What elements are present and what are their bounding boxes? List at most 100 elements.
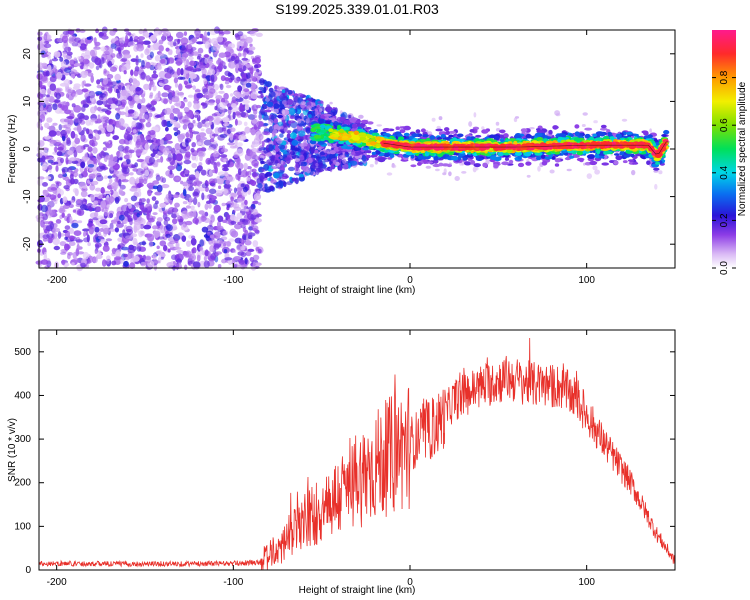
spectrogram-noise-cell <box>118 188 124 196</box>
spectrogram-noise-cell <box>210 214 215 223</box>
spectrogram-onset-cell <box>270 166 278 170</box>
spectrogram-noise-cell <box>62 196 68 204</box>
spectrogram-noise-cell <box>95 28 99 34</box>
spectrogram-carrier-cell <box>661 134 667 137</box>
spectrogram-noise-cell <box>207 115 214 122</box>
spectrogram-noise-cell <box>185 220 193 226</box>
spectrogram-noise-cell <box>244 199 248 206</box>
spectrogram-noise-cell <box>107 175 113 179</box>
spectrogram-onset-cell <box>298 173 304 178</box>
spectrogram-noise-cell <box>88 90 96 99</box>
spectrogram-carrier-cell <box>429 135 436 140</box>
spectrogram-onset-cell <box>268 162 276 166</box>
spectrogram-noise-cell <box>102 245 110 252</box>
spectrogram-noise-cell <box>99 93 106 98</box>
spectrogram-noise-cell <box>88 173 96 179</box>
spectrogram-noise-cell <box>82 127 87 132</box>
spectrogram-noise-cell <box>179 76 186 80</box>
spectrogram-haze-cell <box>554 110 560 116</box>
spectrogram-noise-cell <box>129 187 138 192</box>
spectrogram-noise-cell <box>39 212 44 216</box>
spectrogram-carrier-cell <box>641 130 649 134</box>
spectrogram-noise-cell <box>187 94 194 98</box>
spectrogram-noise-cell <box>84 167 88 174</box>
spectrogram-noise-cell <box>197 47 204 54</box>
spectrogram-haze-cell <box>294 158 301 162</box>
spectrogram-onset-cell <box>297 118 302 124</box>
spectrogram-noise-cell <box>152 85 157 92</box>
spectrogram-haze-cell <box>319 108 323 113</box>
spectrogram-haze-cell <box>307 157 313 164</box>
spectrogram-noise-cell <box>219 133 228 138</box>
spectrogram-onset-cell <box>361 155 367 162</box>
spectrogram-noise-cell <box>204 100 209 106</box>
spectrogram-noise-cell <box>152 253 157 261</box>
spectrogram-noise-cell <box>144 169 150 177</box>
spectrogram-noise-cell <box>87 72 94 77</box>
spectrogram-noise-cell <box>94 242 102 248</box>
spectrogram-noise-cell <box>151 73 159 79</box>
spectrogram-noise-cell <box>219 83 224 91</box>
spectrogram-noise-cell <box>161 177 167 184</box>
spectrogram-noise-cell <box>197 201 201 208</box>
spectrogram-noise-cell <box>233 206 242 212</box>
spectrogram-noise-cell <box>242 65 247 72</box>
spectrogram-haze-cell <box>272 108 279 114</box>
spectrogram-noise-cell <box>102 147 108 151</box>
spectrogram-noise-cell <box>114 73 121 81</box>
spectrogram-onset-cell <box>298 138 303 142</box>
spectrogram-noise-cell <box>110 66 117 72</box>
spectrogram-carrier-cell <box>482 162 488 168</box>
spectrogram-noise-cell <box>66 51 73 56</box>
spectrogram-noise-cell <box>100 46 107 52</box>
spectrogram-noise-cell <box>174 202 180 208</box>
spectrogram-noise-cell <box>148 241 154 248</box>
spectrogram-noise-cell <box>160 58 166 64</box>
spectrogram-noise-cell <box>117 237 124 242</box>
spectrogram-noise-cell <box>83 115 89 121</box>
spectrogram-onset-cell <box>256 120 264 127</box>
spectrogram-noise-cell <box>199 239 205 247</box>
spectrogram-noise-cell <box>233 154 239 159</box>
spectrogram-noise-cell <box>218 90 225 94</box>
spectrogram-noise-cell <box>210 38 218 45</box>
spectrogram-noise-cell <box>41 54 49 58</box>
spectrogram-noise-cell <box>223 65 227 70</box>
spectrogram-noise-cell <box>53 245 60 251</box>
spectrogram-noise-cell <box>250 128 256 136</box>
spectrogram-noise-cell <box>174 238 179 244</box>
spectrogram-noise-cell <box>193 103 200 110</box>
spectrogram-noise-cell <box>80 134 86 142</box>
spectrogram-onset-cell <box>263 86 267 94</box>
spectrogram-onset-cell <box>282 100 288 105</box>
spectrogram-noise-cell <box>93 46 101 50</box>
spectrogram-noise-cell <box>184 98 188 103</box>
spectrogram-noise-cell <box>203 260 210 269</box>
spectrogram-noise-cell <box>222 164 230 168</box>
spectrogram-onset-cell <box>283 181 287 188</box>
spectrogram-noise-cell <box>123 132 130 140</box>
spectrogram-noise-cell <box>41 155 46 163</box>
spectrogram-carrier-cell <box>417 162 422 166</box>
spectrogram-noise-cell <box>176 214 181 220</box>
spectrogram-noise-cell <box>174 246 182 250</box>
spectrogram-onset-cell <box>276 138 283 144</box>
spectrogram-carrier-cell <box>601 162 609 166</box>
spectrogram-noise-cell <box>191 131 200 135</box>
spectrogram-noise-cell <box>122 123 129 128</box>
spectrogram-noise-cell <box>225 179 231 185</box>
spectrogram-noise-cell <box>81 88 89 93</box>
spectrogram-noise-cell <box>66 137 71 145</box>
spectrogram-noise-cell <box>165 193 172 200</box>
spectrogram-noise-cell <box>189 60 197 66</box>
spectrogram-carrier-cell <box>600 124 607 129</box>
spectrogram-onset-cell <box>264 109 272 113</box>
spectrogram-noise-cell <box>164 133 173 141</box>
spectrogram-noise-cell <box>203 139 212 146</box>
spectrogram-noise-cell <box>71 222 79 229</box>
spectrogram-noise-cell <box>234 118 238 126</box>
spectrogram-noise-cell <box>236 157 240 165</box>
spectrogram-noise-cell <box>163 245 168 252</box>
spectrogram-noise-cell <box>111 181 119 190</box>
